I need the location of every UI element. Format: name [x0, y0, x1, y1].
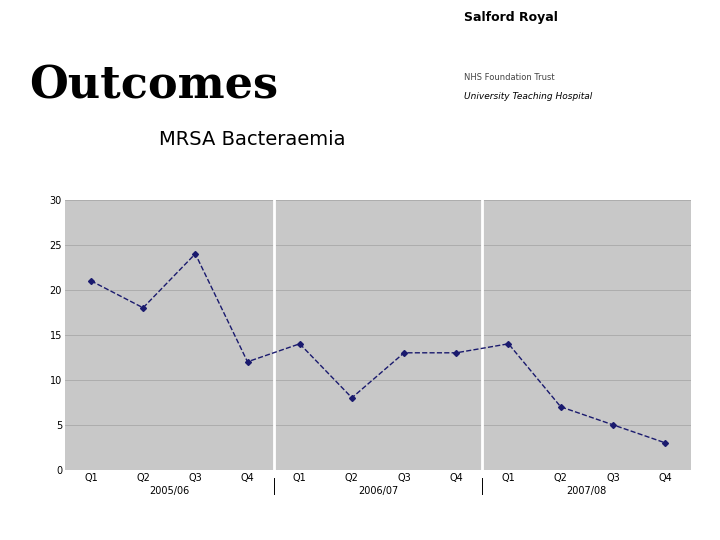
Text: Salford Royal: Salford Royal — [464, 11, 558, 24]
Text: 2007/08: 2007/08 — [567, 487, 607, 496]
Text: NHS Foundation Trust: NHS Foundation Trust — [464, 73, 555, 82]
Text: safe • clean • personal: safe • clean • personal — [513, 110, 657, 120]
Text: Outcomes: Outcomes — [29, 65, 278, 108]
Text: MRSA Bacteraemia: MRSA Bacteraemia — [158, 130, 346, 148]
Text: University Teaching Hospital: University Teaching Hospital — [464, 92, 593, 101]
Text: NHS: NHS — [634, 38, 670, 53]
Text: 2005/06: 2005/06 — [149, 487, 189, 496]
Text: 2006/07: 2006/07 — [358, 487, 398, 496]
